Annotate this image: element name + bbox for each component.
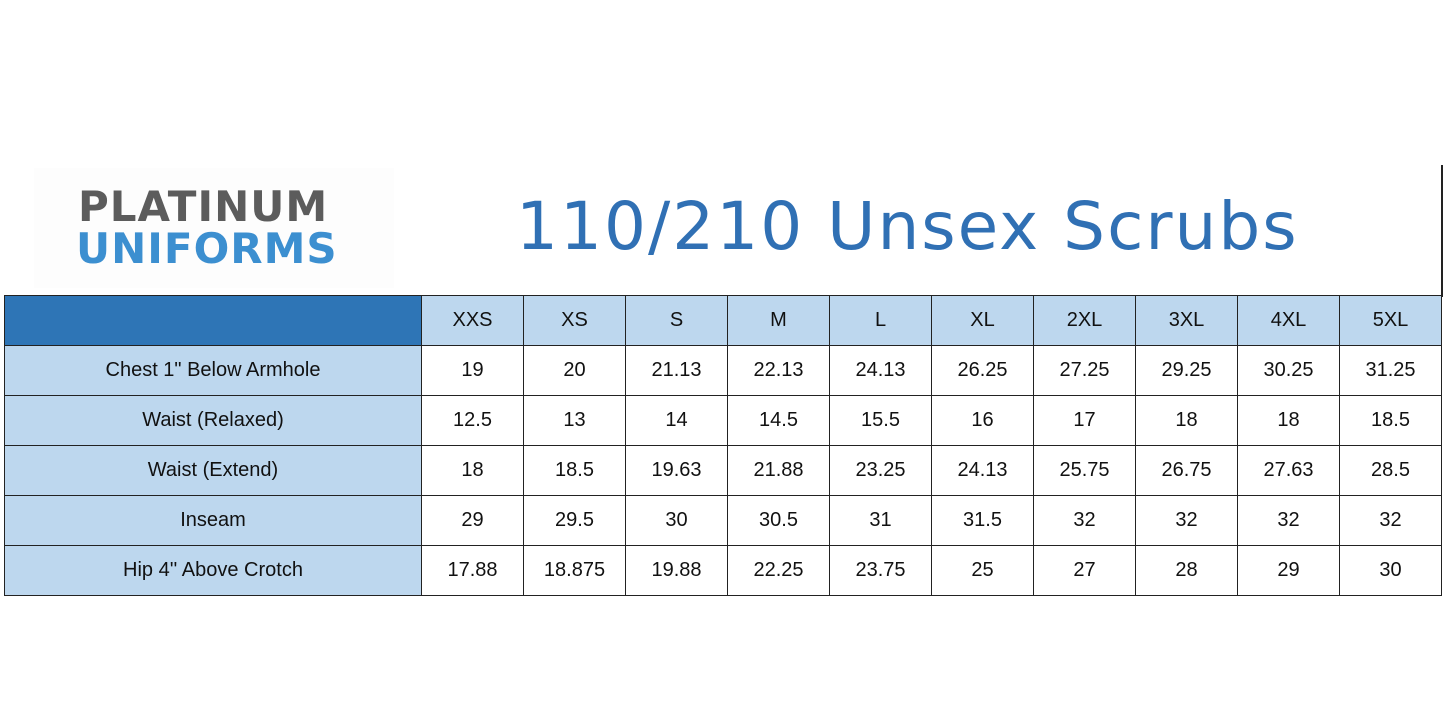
table-cell: 29	[1237, 545, 1340, 596]
logo-line-1: PLATINUM	[78, 182, 329, 231]
table-cell: 28.5	[1339, 445, 1442, 496]
size-header: M	[727, 295, 830, 346]
table-cell: 30.5	[727, 495, 830, 546]
table-cell: 31.5	[931, 495, 1034, 546]
table-cell: 28	[1135, 545, 1238, 596]
table-cell: 21.88	[727, 445, 830, 496]
row-label: Waist (Extend)	[4, 445, 422, 496]
logo-line-2: UNIFORMS	[76, 224, 338, 273]
table-cell: 31.25	[1339, 345, 1442, 396]
table-cell: 29.5	[523, 495, 626, 546]
row-label: Chest 1" Below Armhole	[4, 345, 422, 396]
size-header: L	[829, 295, 932, 346]
table-cell: 25	[931, 545, 1034, 596]
row-label: Waist (Relaxed)	[4, 395, 422, 446]
table-row: Chest 1" Below Armhole 19 20 21.13 22.13 24.1…	[4, 345, 1442, 396]
size-header: 4XL	[1237, 295, 1340, 346]
table-row: Hip 4'' Above Crotch 17.88 18.875 19.88 22.2…	[4, 545, 1442, 596]
table-cell: 18.5	[523, 445, 626, 496]
table-cell: 27.25	[1033, 345, 1136, 396]
table-cell: 19.88	[625, 545, 728, 596]
table-cell: 31	[829, 495, 932, 546]
table-cell: 32	[1033, 495, 1136, 546]
table-cell: 32	[1135, 495, 1238, 546]
table-cell: 27	[1033, 545, 1136, 596]
header-corner	[4, 295, 422, 346]
table-cell: 13	[523, 395, 626, 446]
table-cell: 12.5	[421, 395, 524, 446]
table-cell: 14	[625, 395, 728, 446]
table-row: Waist (Extend) 18 18.5 19.63 21.88 23.25 24.13…	[4, 445, 1442, 496]
table-cell: 24.13	[931, 445, 1034, 496]
table-cell: 22.13	[727, 345, 830, 396]
table-cell: 16	[931, 395, 1034, 446]
row-label: Inseam	[4, 495, 422, 546]
size-header: S	[625, 295, 728, 346]
table-cell: 32	[1237, 495, 1340, 546]
table-cell: 30.25	[1237, 345, 1340, 396]
size-header: XL	[931, 295, 1034, 346]
table-cell: 19.63	[625, 445, 728, 496]
table-cell: 20	[523, 345, 626, 396]
table-cell: 24.13	[829, 345, 932, 396]
table-cell: 30	[625, 495, 728, 546]
table-cell: 17.88	[421, 545, 524, 596]
size-chart-table: XXS XS S M L XL 2XL 3XL 4XL 5XL Chest 1" Below Arm…	[4, 295, 1442, 596]
table-cell: 32	[1339, 495, 1442, 546]
table-cell: 26.75	[1135, 445, 1238, 496]
table-cell: 19	[421, 345, 524, 396]
table-cell: 17	[1033, 395, 1136, 446]
table-cell: 18	[421, 445, 524, 496]
table-cell: 27.63	[1237, 445, 1340, 496]
table-cell: 26.25	[931, 345, 1034, 396]
row-label: Hip 4'' Above Crotch	[4, 545, 422, 596]
table-cell: 22.25	[727, 545, 830, 596]
brand-logo: PLATINUM UNIFORMS	[34, 168, 394, 288]
table-cell: 29	[421, 495, 524, 546]
table-row: Inseam 29 29.5 30 30.5 31 31.5 32 32 32 32	[4, 495, 1442, 546]
size-header: 3XL	[1135, 295, 1238, 346]
divider	[1441, 165, 1443, 297]
table-cell: 25.75	[1033, 445, 1136, 496]
size-header: 5XL	[1339, 295, 1442, 346]
header-row: XXS XS S M L XL 2XL 3XL 4XL 5XL	[4, 295, 1442, 346]
page-title: 110/210 Unsex Scrubs	[516, 188, 1299, 265]
table-cell: 18.5	[1339, 395, 1442, 446]
table-cell: 23.25	[829, 445, 932, 496]
size-header: XS	[523, 295, 626, 346]
size-header: XXS	[421, 295, 524, 346]
table-cell: 18	[1135, 395, 1238, 446]
table-cell: 23.75	[829, 545, 932, 596]
table-cell: 30	[1339, 545, 1442, 596]
table-cell: 15.5	[829, 395, 932, 446]
table-cell: 18	[1237, 395, 1340, 446]
table-cell: 18.875	[523, 545, 626, 596]
table-row: Waist (Relaxed) 12.5 13 14 14.5 15.5 16 17 18 18 1…	[4, 395, 1442, 446]
size-header: 2XL	[1033, 295, 1136, 346]
table-cell: 14.5	[727, 395, 830, 446]
table-cell: 29.25	[1135, 345, 1238, 396]
table-cell: 21.13	[625, 345, 728, 396]
